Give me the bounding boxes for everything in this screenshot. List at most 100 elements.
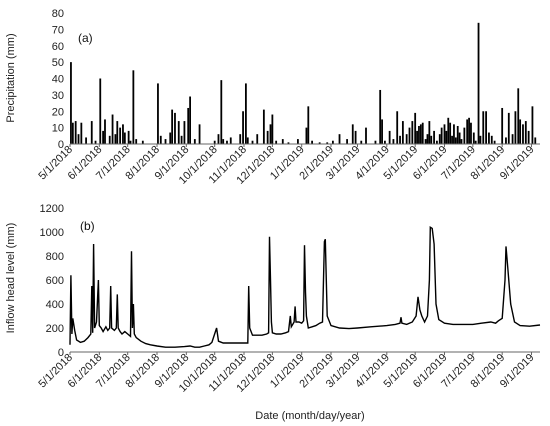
precip-bar bbox=[493, 140, 496, 144]
precip-bar bbox=[522, 124, 524, 144]
precip-bar bbox=[311, 140, 313, 144]
precip-bar bbox=[159, 135, 162, 144]
inflow-head-chart: (b) Inflow head level (mm) 0 200 400 600 800… bbox=[5, 203, 541, 422]
precip-bar bbox=[421, 122, 424, 144]
precip-bar bbox=[405, 134, 408, 144]
precip-bar bbox=[85, 137, 87, 144]
inflow-y-tick-label: 1000 bbox=[40, 227, 64, 239]
inflow-x-tick-labels: 5/1/20186/1/20187/1/20188/1/20189/1/2018… bbox=[36, 352, 536, 395]
precip-bar bbox=[77, 134, 80, 144]
precip-bar bbox=[360, 140, 363, 144]
precip-y-tick-label: 80 bbox=[52, 8, 64, 20]
precip-bar bbox=[505, 137, 507, 144]
precip-bars bbox=[70, 22, 537, 145]
precip-y-tick-label: 0 bbox=[58, 139, 64, 151]
precip-bar bbox=[519, 119, 522, 144]
precip-bar bbox=[127, 130, 130, 144]
precip-bar bbox=[74, 121, 77, 144]
precip-bar bbox=[428, 121, 431, 144]
precip-bar bbox=[177, 121, 180, 144]
precip-bar bbox=[436, 140, 438, 144]
precip-bar bbox=[527, 130, 530, 144]
precip-bar bbox=[193, 139, 196, 144]
precip-bar bbox=[479, 135, 482, 144]
precip-bar bbox=[365, 127, 367, 144]
precip-bar bbox=[239, 134, 242, 144]
precip-bar bbox=[297, 139, 299, 144]
inflow-y-axis-label: Inflow head level (mm) bbox=[5, 223, 17, 334]
precip-bar bbox=[472, 132, 475, 144]
precip-bar bbox=[326, 142, 329, 144]
panel-a-label: (a) bbox=[78, 31, 93, 45]
precip-bar bbox=[116, 121, 119, 144]
precip-bar bbox=[246, 137, 249, 144]
inflow-y-tick-labels: 0 200 400 600 800 1000 1200 bbox=[40, 203, 64, 359]
precip-bar bbox=[456, 125, 459, 144]
precip-bar bbox=[189, 96, 192, 144]
inflow-y-tick-label: 1200 bbox=[40, 203, 64, 215]
precip-bar bbox=[198, 124, 201, 144]
precip-bar bbox=[477, 22, 480, 145]
precip-bar bbox=[132, 70, 135, 144]
precip-bar bbox=[534, 137, 537, 144]
precip-y-tick-label: 30 bbox=[52, 90, 64, 102]
precip-bar bbox=[123, 132, 126, 144]
precip-bar bbox=[71, 122, 74, 144]
precip-bar bbox=[256, 134, 259, 144]
precip-bar bbox=[482, 111, 485, 144]
precip-y-tick-labels: 0 10 20 30 40 50 60 70 80 bbox=[52, 8, 64, 151]
inflow-y-tick-label: 600 bbox=[46, 275, 64, 287]
precip-bar bbox=[226, 140, 228, 144]
precip-x-tick-labels: 5/1/20186/1/20187/1/20188/1/20189/1/2018… bbox=[36, 144, 536, 187]
precip-bar bbox=[453, 124, 455, 144]
precip-bar bbox=[374, 140, 377, 144]
precip-y-tick-label: 20 bbox=[52, 106, 64, 118]
precip-bar bbox=[135, 139, 138, 144]
precip-bar bbox=[242, 111, 244, 144]
precip-bar bbox=[281, 139, 284, 144]
precip-bar bbox=[485, 111, 487, 144]
precip-y-tick-label: 10 bbox=[52, 123, 64, 135]
precip-bar bbox=[454, 137, 457, 144]
precip-bar bbox=[217, 134, 220, 144]
precip-bar bbox=[129, 140, 132, 144]
inflow-y-tick-label: 0 bbox=[58, 347, 64, 359]
precip-bar bbox=[187, 107, 190, 144]
precip-bar bbox=[443, 124, 446, 144]
precip-bar bbox=[94, 140, 97, 144]
precip-bar bbox=[169, 132, 172, 144]
precip-bar bbox=[307, 106, 310, 144]
precip-bar bbox=[269, 124, 272, 144]
precip-bar bbox=[119, 127, 122, 144]
precip-bar bbox=[213, 140, 216, 144]
precip-bar bbox=[414, 112, 417, 144]
precip-bar bbox=[104, 119, 106, 144]
precip-bar bbox=[517, 88, 520, 144]
precip-bar bbox=[418, 125, 420, 144]
precip-y-tick-label: 60 bbox=[52, 41, 64, 53]
precip-bar bbox=[384, 140, 386, 144]
precip-bar bbox=[458, 132, 461, 144]
precip-bar bbox=[388, 130, 391, 144]
precipitation-chart: (a) Precipitation (mm) 0 10 20 30 40 50 60 70 80… bbox=[5, 8, 540, 187]
precip-bar bbox=[222, 139, 225, 144]
precip-bar bbox=[122, 124, 124, 144]
inflow-x-axis-label: Date (month/day/year) bbox=[255, 410, 364, 422]
precip-bar bbox=[488, 132, 490, 144]
precip-bar bbox=[275, 140, 278, 144]
inflow-y-tick-label: 400 bbox=[46, 299, 64, 311]
precip-bar bbox=[379, 89, 382, 144]
precip-bar bbox=[99, 78, 102, 144]
precip-bar bbox=[354, 130, 357, 144]
precip-bar bbox=[102, 130, 104, 144]
precip-bar bbox=[430, 135, 433, 144]
precip-bar bbox=[262, 109, 265, 144]
precip-bar bbox=[90, 121, 93, 144]
precip-bar bbox=[445, 130, 448, 144]
precip-y-tick-label: 50 bbox=[52, 57, 64, 69]
inflow-y-tick-label: 800 bbox=[46, 251, 64, 263]
precip-bar bbox=[164, 139, 167, 144]
precip-bar bbox=[305, 127, 308, 144]
precip-bar bbox=[451, 135, 453, 144]
